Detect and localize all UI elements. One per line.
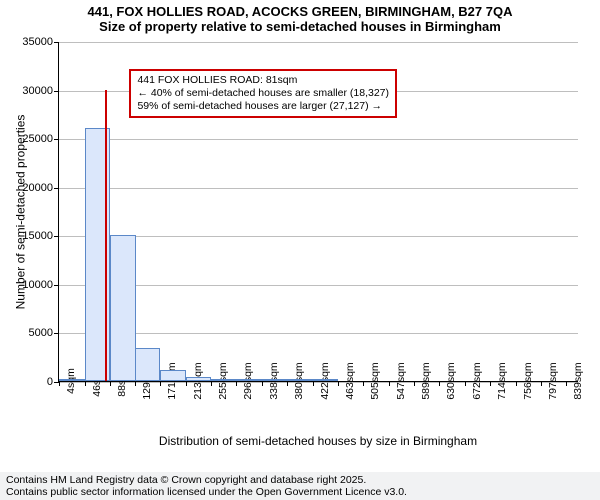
footer-line-1: Contains HM Land Registry data © Crown c… <box>6 474 600 486</box>
ytick-label: 25000 <box>22 133 59 145</box>
gridline <box>59 139 578 140</box>
xtick-label: 547sqm <box>389 362 407 399</box>
xtick-label: 797sqm <box>541 362 559 399</box>
ytick-label: 20000 <box>22 182 59 194</box>
footer-note: Contains HM Land Registry data © Crown c… <box>0 472 600 500</box>
xtick-label: 213sqm <box>186 362 204 399</box>
ytick-label: 0 <box>47 376 59 388</box>
gridline <box>59 42 578 43</box>
histogram-bar <box>287 379 313 381</box>
ytick-label: 30000 <box>22 85 59 97</box>
gridline <box>59 236 578 237</box>
ytick-label: 15000 <box>22 230 59 242</box>
xtick-label: 422sqm <box>313 362 331 399</box>
gridline <box>59 188 578 189</box>
y-axis-label: Number of semi-detached properties <box>14 115 28 310</box>
xtick-label: 505sqm <box>363 362 381 399</box>
xtick-label: 839sqm <box>566 362 584 399</box>
x-axis-label: Distribution of semi-detached houses by … <box>58 434 578 448</box>
xtick-label: 380sqm <box>287 362 305 399</box>
xtick-label: 630sqm <box>439 362 457 399</box>
footer-line-2: Contains public sector information licen… <box>6 486 600 498</box>
histogram-bar <box>59 379 85 381</box>
xtick-label: 255sqm <box>211 362 229 399</box>
histogram-bar <box>313 379 339 381</box>
annotation-line: 441 FOX HOLLIES ROAD: 81sqm <box>137 74 389 87</box>
gridline <box>59 333 578 334</box>
xtick-label: 714sqm <box>490 362 508 399</box>
ytick-label: 35000 <box>22 36 59 48</box>
gridline <box>59 285 578 286</box>
annotation-box: 441 FOX HOLLIES ROAD: 81sqm← 40% of semi… <box>129 69 397 118</box>
histogram-bar <box>186 377 212 381</box>
xtick-label: 296sqm <box>236 362 254 399</box>
title-line-2: Size of property relative to semi-detach… <box>0 19 600 34</box>
xtick-label: 4sqm <box>59 368 77 394</box>
subject-marker-line <box>105 90 107 381</box>
histogram-bar <box>211 379 237 381</box>
xtick-label: 338sqm <box>262 362 280 399</box>
xtick-label: 171sqm <box>160 362 178 399</box>
ytick-label: 10000 <box>22 279 59 291</box>
histogram-bar <box>135 348 161 381</box>
ytick-label: 5000 <box>29 327 59 339</box>
annotation-line: 59% of semi-detached houses are larger (… <box>137 100 389 113</box>
title-block: 441, FOX HOLLIES ROAD, ACOCKS GREEN, BIR… <box>0 0 600 34</box>
xtick-label: 756sqm <box>516 362 534 399</box>
annotation-line: ← 40% of semi-detached houses are smalle… <box>137 87 389 100</box>
xtick-label: 589sqm <box>414 362 432 399</box>
chart-container: 441, FOX HOLLIES ROAD, ACOCKS GREEN, BIR… <box>0 0 600 500</box>
title-line-1: 441, FOX HOLLIES ROAD, ACOCKS GREEN, BIR… <box>0 4 600 19</box>
histogram-bar <box>262 379 288 381</box>
histogram-bar <box>160 370 186 381</box>
plot-area: 050001000015000200002500030000350004sqm4… <box>58 42 578 382</box>
histogram-bar <box>236 379 262 381</box>
histogram-bar <box>110 235 136 381</box>
xtick-label: 672sqm <box>465 362 483 399</box>
xtick-label: 463sqm <box>338 362 356 399</box>
